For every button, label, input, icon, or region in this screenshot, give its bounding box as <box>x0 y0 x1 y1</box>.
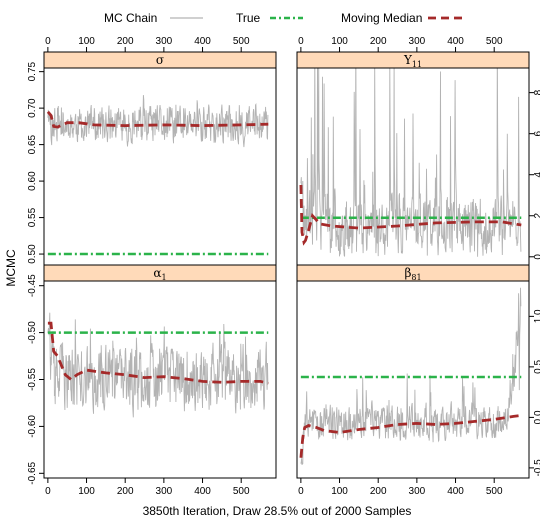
x-tick-label-top-right: 0 <box>298 36 304 47</box>
y-tick-label-bottom-left: -0.50 <box>27 321 38 344</box>
x-tick-label-top-right: 100 <box>331 36 348 47</box>
x-tick-label-bottom-left: 400 <box>194 486 211 497</box>
y-tick-label-top-left: 0.60 <box>27 171 38 191</box>
legend-label-mc-chain: MC Chain <box>104 11 157 25</box>
series-mc-chain-bottom-left <box>47 312 269 418</box>
x-tick-label-bottom-left: 300 <box>156 486 173 497</box>
panel-bottom-left: α10 100 200 300 400 500-0.65-0.60-0.55-0.50-0… <box>27 264 277 497</box>
y-tick-label-top-left: 0.75 <box>27 61 38 81</box>
x-tick-label-top-left: 200 <box>117 36 134 47</box>
series-moving-median-top-left <box>46 110 269 129</box>
x-tick-label-top-right: 300 <box>409 36 426 47</box>
x-tick-label-top-right: 200 <box>370 36 387 47</box>
legend: MC Chain True Moving Median <box>104 11 465 25</box>
y-tick-label-bottom-left: -0.55 <box>27 368 38 391</box>
y-tick-label-bottom-right: 0.0 <box>533 410 540 424</box>
x-axis-title: 3850th Iteration, Draw 28.5% out of 2000… <box>143 504 412 518</box>
x-tick-label-bottom-right: 200 <box>370 486 387 497</box>
y-tick-label-top-right: 8 <box>533 89 540 95</box>
x-tick-label-top-right: 500 <box>486 36 503 47</box>
y-tick-label-bottom-right: 1.0 <box>533 309 540 323</box>
x-tick-label-bottom-left: 0 <box>45 486 51 497</box>
y-tick-label-bottom-right: 0.5 <box>533 359 540 373</box>
y-tick-label-top-right: 0 <box>533 254 540 260</box>
series-moving-median-bottom-right <box>299 414 522 458</box>
y-axis-title: MCMC <box>4 249 18 287</box>
x-tick-label-top-left: 400 <box>194 36 211 47</box>
y-tick-label-top-left: 0.70 <box>27 98 38 118</box>
y-tick-label-top-left: 0.50 <box>27 244 38 264</box>
x-tick-label-bottom-left: 200 <box>117 486 134 497</box>
x-tick-label-bottom-right: 100 <box>331 486 348 497</box>
x-tick-label-bottom-left: 100 <box>78 486 95 497</box>
x-tick-label-top-left: 500 <box>233 36 250 47</box>
y-tick-label-bottom-left: -0.45 <box>27 274 38 297</box>
x-tick-label-top-left: 300 <box>156 36 173 47</box>
x-tick-label-bottom-right: 500 <box>486 486 503 497</box>
strip-label-top-left: σ <box>156 53 164 67</box>
x-tick-label-bottom-right: 400 <box>447 486 464 497</box>
y-tick-label-top-right: 6 <box>533 130 540 136</box>
legend-label-moving-median: Moving Median <box>341 11 422 25</box>
panel-top-left: σ 0 100 200 300 400 500 0.50 0.55 0.60 0.65 0.70 0.7… <box>27 36 277 266</box>
x-tick-label-top-left: 100 <box>78 36 95 47</box>
y-tick-label-bottom-left: -0.65 <box>27 461 38 484</box>
y-tick-label-top-left: 0.65 <box>27 134 38 154</box>
panel-top-right: Y11010020030040050002468 <box>296 36 540 266</box>
x-tick-label-top-right: 400 <box>447 36 464 47</box>
x-tick-label-bottom-left: 500 <box>233 486 250 497</box>
legend-label-true: True <box>236 11 261 25</box>
panels-group: σ0 100 200 300 400 5000.500.550.600.650.700.7… <box>27 36 540 497</box>
series-mc-chain-top-left <box>47 95 269 148</box>
x-tick-label-bottom-right: 0 <box>298 486 304 497</box>
series-mc-chain-top-right <box>300 68 522 257</box>
y-tick-label-bottom-right: -0.5 <box>533 459 540 477</box>
y-tick-label-bottom-left: -0.60 <box>27 415 38 438</box>
plot-frame-bottom-right <box>296 280 530 479</box>
series-moving-median-top-right <box>299 184 522 246</box>
y-tick-label-top-right: 2 <box>533 213 540 219</box>
series-moving-median-bottom-left <box>47 321 269 385</box>
x-tick-label-top-left: 0 <box>45 36 51 47</box>
y-tick-label-top-right: 4 <box>533 171 540 177</box>
y-tick-label-top-left: 0.55 <box>27 207 38 227</box>
x-tick-label-bottom-right: 300 <box>409 486 426 497</box>
plot-frame-top-left <box>43 67 277 266</box>
